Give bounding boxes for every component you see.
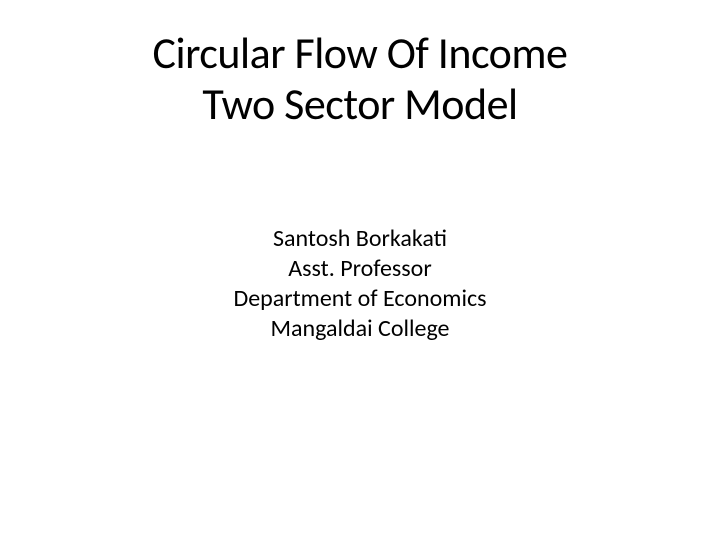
author-name: Santosh Borkakati: [0, 224, 720, 254]
author-department: Department of Economics: [0, 284, 720, 314]
title-block: Circular Flow Of Income Two Sector Model: [95, 28, 625, 129]
title-line-1: Circular Flow Of Income: [95, 28, 625, 79]
slide-container: Circular Flow Of Income Two Sector Model…: [0, 0, 720, 540]
author-position: Asst. Professor: [0, 254, 720, 284]
title-line-2: Two Sector Model: [95, 79, 625, 130]
author-block: Santosh Borkakati Asst. Professor Depart…: [0, 224, 720, 344]
author-institution: Mangaldai College: [0, 314, 720, 344]
